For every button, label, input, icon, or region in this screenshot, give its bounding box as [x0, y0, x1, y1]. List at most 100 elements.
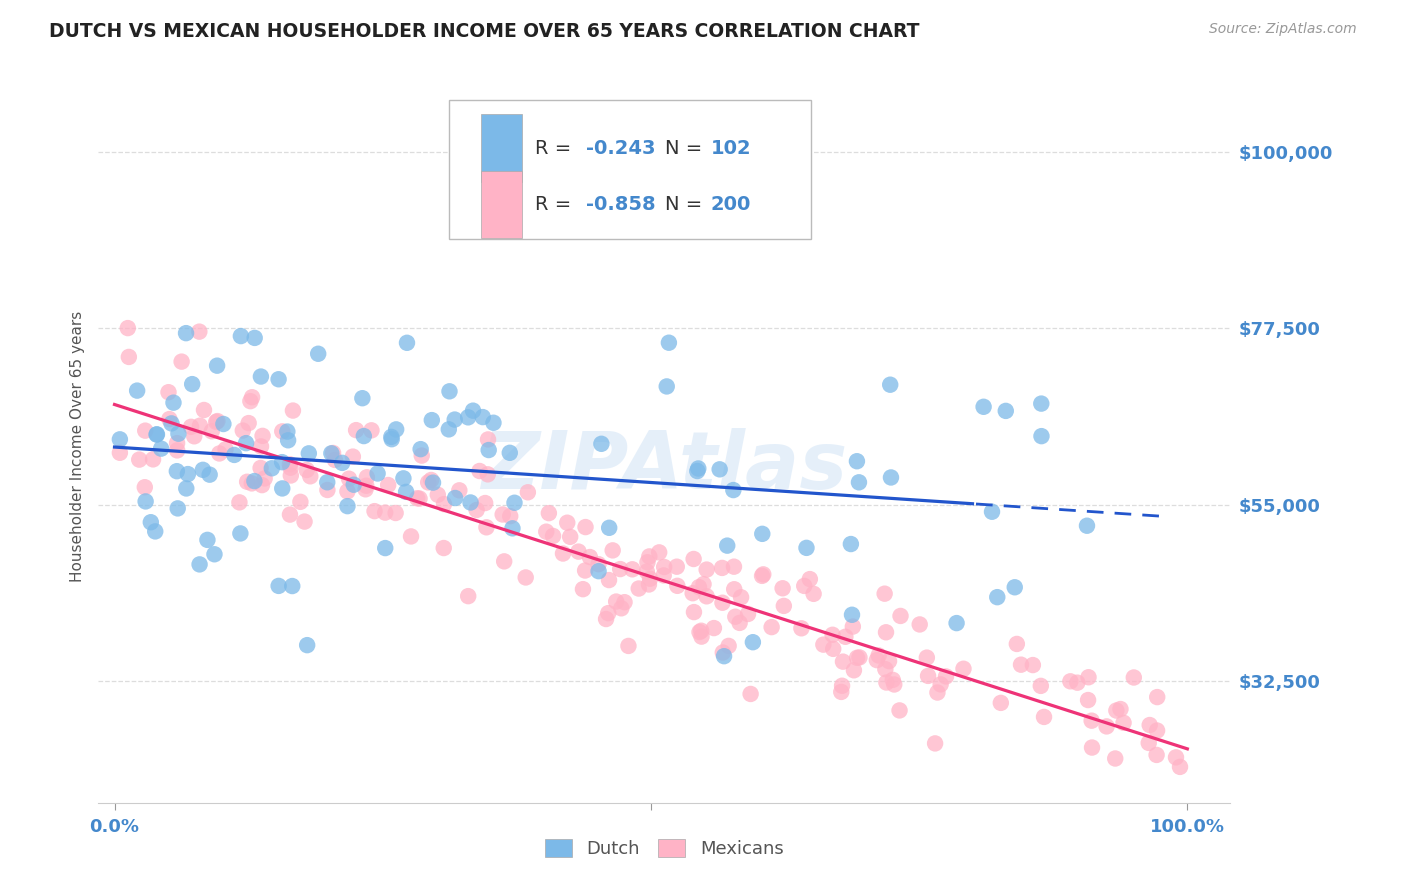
Mexicans — [449, 483, 471, 498]
Mexicans — [803, 587, 825, 601]
Mexicans — [354, 483, 377, 497]
Mexicans — [555, 516, 578, 530]
FancyBboxPatch shape — [450, 100, 811, 239]
Dutch — [188, 558, 211, 572]
Mexicans — [240, 476, 263, 491]
Mexicans — [278, 508, 301, 522]
Mexicans — [723, 559, 745, 574]
Mexicans — [652, 568, 675, 582]
Mexicans — [356, 470, 378, 484]
Mexicans — [696, 563, 718, 577]
Dutch — [598, 521, 620, 535]
Mexicans — [236, 475, 259, 489]
Mexicans — [1139, 718, 1161, 732]
Mexicans — [990, 696, 1012, 710]
Dutch — [709, 462, 731, 476]
Dutch — [1031, 396, 1053, 410]
Mexicans — [537, 506, 560, 520]
Mexicans — [433, 497, 456, 511]
Mexicans — [636, 565, 658, 579]
Dutch — [385, 422, 408, 436]
Mexicans — [772, 599, 794, 613]
Mexicans — [873, 587, 896, 601]
Mexicans — [1146, 723, 1168, 738]
Dutch — [686, 464, 709, 478]
Mexicans — [1105, 704, 1128, 718]
Mexicans — [205, 415, 228, 429]
Mexicans — [598, 606, 620, 620]
Mexicans — [648, 545, 671, 559]
Dutch — [478, 443, 501, 458]
Mexicans — [214, 442, 236, 457]
Mexicans — [170, 354, 193, 368]
Mexicans — [834, 630, 856, 644]
Mexicans — [536, 524, 558, 539]
Mexicans — [201, 424, 224, 438]
Mexicans — [1095, 719, 1118, 733]
Dutch — [198, 467, 221, 482]
Dutch — [353, 429, 375, 443]
Mexicans — [238, 416, 260, 430]
Mexicans — [772, 581, 794, 595]
Mexicans — [610, 601, 633, 615]
Mexicans — [1081, 740, 1104, 755]
Mexicans — [1168, 760, 1191, 774]
Mexicans — [728, 615, 751, 630]
Dutch — [267, 372, 290, 386]
Dutch — [295, 638, 318, 652]
Mexicans — [299, 469, 322, 483]
Dutch — [841, 607, 863, 622]
Mexicans — [830, 685, 852, 699]
Dutch — [713, 649, 735, 664]
Dutch — [845, 454, 868, 468]
Mexicans — [799, 572, 821, 586]
Dutch — [307, 347, 329, 361]
Dutch — [751, 526, 773, 541]
Mexicans — [118, 350, 141, 364]
Mexicans — [271, 425, 294, 439]
Mexicans — [875, 625, 897, 640]
Mexicans — [711, 561, 734, 575]
Mexicans — [180, 420, 202, 434]
Mexicans — [821, 628, 844, 642]
Mexicans — [831, 679, 853, 693]
Dutch — [197, 533, 219, 547]
Dutch — [260, 461, 283, 475]
Mexicans — [652, 560, 675, 574]
Mexicans — [574, 564, 596, 578]
Mexicans — [342, 450, 364, 464]
Text: 102: 102 — [711, 139, 751, 158]
Dutch — [1031, 429, 1053, 443]
Mexicans — [740, 687, 762, 701]
Mexicans — [551, 547, 574, 561]
Mexicans — [598, 573, 620, 587]
Dutch — [143, 524, 166, 539]
Mexicans — [253, 471, 276, 485]
Mexicans — [354, 479, 377, 493]
Mexicans — [411, 449, 433, 463]
Mexicans — [638, 549, 661, 564]
Mexicans — [420, 473, 443, 487]
Mexicans — [322, 446, 344, 460]
Mexicans — [579, 549, 602, 564]
Mexicans — [1146, 690, 1168, 704]
Mexicans — [952, 662, 974, 676]
Dutch — [443, 412, 465, 426]
Dutch — [420, 413, 443, 427]
Mexicans — [240, 390, 263, 404]
Dutch — [879, 377, 901, 392]
Mexicans — [790, 621, 813, 635]
Dutch — [336, 499, 359, 513]
Dutch — [298, 446, 321, 460]
Mexicans — [134, 424, 156, 438]
Dutch — [139, 515, 162, 529]
Dutch — [166, 464, 188, 478]
Dutch — [243, 474, 266, 488]
Mexicans — [1122, 671, 1144, 685]
Dutch — [658, 335, 681, 350]
Mexicans — [232, 424, 254, 438]
Dutch — [1004, 580, 1026, 594]
Mexicans — [823, 641, 845, 656]
Mexicans — [1022, 658, 1045, 673]
Mexicans — [574, 520, 596, 534]
